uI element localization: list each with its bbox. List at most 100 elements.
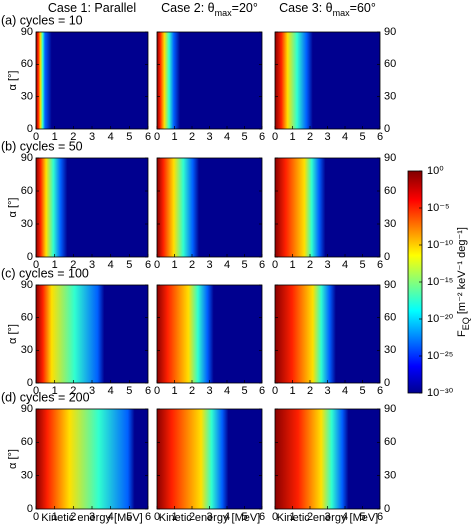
y-axis-label: α [°] xyxy=(7,449,19,469)
y-axis-label: α [°] xyxy=(7,324,19,344)
x-tick-label: 4 xyxy=(108,131,114,143)
y-tick-label: 30 xyxy=(21,91,33,103)
x-tick-label: 2 xyxy=(70,511,76,523)
x-tick-label: 6 xyxy=(145,131,151,143)
colorbar-tick-label: 10⁻⁵ xyxy=(427,202,450,214)
y-tick-label: 90 xyxy=(384,152,396,164)
x-tick-label: 0 xyxy=(272,511,278,523)
x-tick-label: 2 xyxy=(189,385,195,397)
heatmap xyxy=(275,158,380,257)
x-tick-label: 6 xyxy=(377,259,383,271)
heatmap xyxy=(157,285,262,383)
column-title-main: Case 1: Parallel xyxy=(48,1,136,15)
y-tick-label: 90 xyxy=(21,26,33,38)
y-tick-label: 30 xyxy=(384,218,396,230)
column-title: Case 3: θmax=60° xyxy=(279,1,376,18)
column-title-main: Case 2: θ xyxy=(161,1,215,15)
x-tick-label: 4 xyxy=(108,259,114,271)
x-tick-label: 3 xyxy=(206,131,212,143)
x-tick-label: 6 xyxy=(259,511,265,523)
x-tick-label: 4 xyxy=(342,259,348,271)
y-tick-label: 60 xyxy=(384,185,396,197)
x-tick-label: 6 xyxy=(377,131,383,143)
x-tick-label: 3 xyxy=(206,511,212,523)
column-title-rest: =60° xyxy=(350,1,376,15)
x-tick-label: 3 xyxy=(206,259,212,271)
x-tick-label: 4 xyxy=(342,385,348,397)
x-tick-label: 5 xyxy=(241,259,247,271)
y-tick-label: 0 xyxy=(27,123,33,135)
x-tick-label: 5 xyxy=(241,131,247,143)
x-tick-label: 5 xyxy=(126,511,132,523)
x-tick-label: 0 xyxy=(33,259,39,271)
x-tick-label: 2 xyxy=(189,131,195,143)
x-axis-label: Kinetic energy [MeV] xyxy=(159,512,261,524)
x-tick-label: 1 xyxy=(52,131,58,143)
x-tick-label: 4 xyxy=(342,131,348,143)
x-tick-label: 6 xyxy=(145,259,151,271)
x-tick-label: 5 xyxy=(126,259,132,271)
y-tick-label: 0 xyxy=(27,251,33,263)
y-tick-label: 30 xyxy=(21,218,33,230)
y-axis-label: α [°] xyxy=(7,71,19,91)
x-tick-label: 2 xyxy=(307,385,313,397)
x-tick-label: 5 xyxy=(126,131,132,143)
x-tick-label: 4 xyxy=(224,259,230,271)
column-title-rest: =20° xyxy=(232,1,258,15)
y-tick-label: 90 xyxy=(384,279,396,291)
x-tick-label: 1 xyxy=(289,385,295,397)
x-tick-label: 6 xyxy=(259,131,265,143)
x-tick-label: 3 xyxy=(89,259,95,271)
colorbar-label: FEQ [m⁻² keV⁻¹ deg⁻¹] xyxy=(456,227,471,337)
x-tick-label: 3 xyxy=(206,385,212,397)
y-tick-label: 60 xyxy=(384,312,396,324)
x-tick-label: 5 xyxy=(126,385,132,397)
heatmap xyxy=(157,32,262,129)
x-tick-label: 1 xyxy=(289,259,295,271)
x-tick-label: 3 xyxy=(324,131,330,143)
x-tick-label: 6 xyxy=(145,385,151,397)
y-tick-label: 30 xyxy=(21,344,33,356)
y-tick-label: 60 xyxy=(384,436,396,448)
heatmap xyxy=(36,32,148,129)
row-title: (b) cycles = 50 xyxy=(1,139,83,153)
x-tick-label: 5 xyxy=(241,511,247,523)
colorbar-tick-label: 10⁻³⁰ xyxy=(427,387,454,399)
y-tick-label: 30 xyxy=(384,91,396,103)
heatmap xyxy=(36,409,148,509)
x-tick-label: 0 xyxy=(154,511,160,523)
x-tick-label: 1 xyxy=(289,131,295,143)
x-tick-label: 4 xyxy=(108,511,114,523)
x-tick-label: 3 xyxy=(89,385,95,397)
x-tick-label: 1 xyxy=(171,511,177,523)
heatmap xyxy=(36,285,148,383)
x-tick-label: 0 xyxy=(33,511,39,523)
colorbar-tick-label: 10⁻²⁵ xyxy=(427,350,453,362)
y-tick-label: 30 xyxy=(21,470,33,482)
heatmap xyxy=(157,158,262,257)
x-tick-label: 3 xyxy=(324,259,330,271)
x-tick-label: 2 xyxy=(70,259,76,271)
x-tick-label: 2 xyxy=(70,385,76,397)
x-tick-label: 4 xyxy=(224,511,230,523)
x-tick-label: 4 xyxy=(342,511,348,523)
x-tick-label: 3 xyxy=(324,511,330,523)
colorbar-tick-label: 10⁻¹⁰ xyxy=(427,239,454,251)
column-title-sub: max xyxy=(215,8,233,18)
y-tick-label: 90 xyxy=(384,26,396,38)
x-tick-label: 1 xyxy=(171,131,177,143)
colorbar-tick-label: 10⁻²⁰ xyxy=(427,313,454,325)
x-tick-label: 4 xyxy=(224,131,230,143)
x-tick-label: 3 xyxy=(89,131,95,143)
x-tick-label: 6 xyxy=(259,259,265,271)
x-tick-label: 0 xyxy=(154,131,160,143)
x-tick-label: 3 xyxy=(324,385,330,397)
colorbar-tick-label: 10⁰ xyxy=(427,165,444,177)
x-tick-label: 2 xyxy=(307,511,313,523)
column-title-sub: max xyxy=(333,8,351,18)
colorbar-label-rest: [m⁻² keV⁻¹ deg⁻¹] xyxy=(456,227,468,317)
y-tick-label: 60 xyxy=(21,58,33,70)
row-title: (d) cycles = 200 xyxy=(1,390,90,404)
column-title-main: Case 3: θ xyxy=(279,1,333,15)
x-axis-label: Kinetic energy [MeV] xyxy=(41,512,143,524)
